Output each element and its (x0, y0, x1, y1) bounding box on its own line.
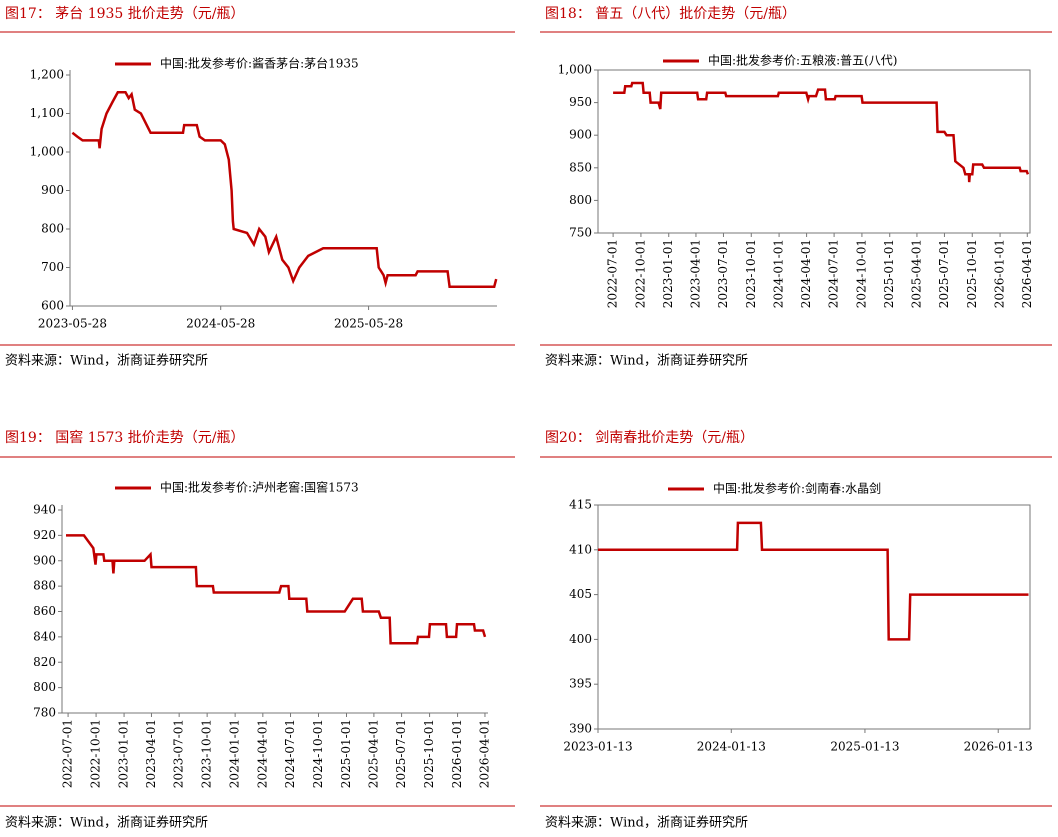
legend-label: 中国:批发参考价:泸州老窖:国窖1573 (160, 480, 359, 495)
y-tick-label: 780 (33, 706, 56, 720)
x-tick-label: 2024-07-01 (827, 239, 841, 308)
x-tick-label: 2024-04-01 (799, 239, 813, 308)
y-tick-label: 405 (569, 587, 592, 601)
y-tick-label: 920 (33, 528, 56, 542)
x-tick-label: 2024-10-01 (854, 239, 868, 308)
y-tick-label: 1,000 (30, 145, 64, 159)
x-tick-label: 2024-05-28 (186, 317, 255, 331)
x-tick-label: 2025-01-13 (830, 740, 899, 754)
x-tick-label: 2024-07-01 (283, 719, 297, 788)
source-note: 资料来源：Wind，浙商证券研究所 (545, 815, 748, 831)
x-tick-label: 2026-01-01 (450, 719, 464, 788)
x-tick-label: 2026-04-01 (1020, 239, 1034, 308)
x-tick-label: 2024-01-13 (697, 740, 766, 754)
x-tick-label: 2026-01-13 (964, 740, 1033, 754)
x-tick-label: 2025-07-01 (394, 719, 408, 788)
y-tick-label: 900 (569, 128, 592, 142)
series-line (71, 91, 498, 289)
x-tick-label: 2023-05-28 (38, 317, 107, 331)
x-tick-label: 2024-01-01 (772, 239, 786, 308)
x-tick-label: 2025-04-01 (909, 239, 923, 308)
x-tick-label: 2023-01-01 (117, 719, 131, 788)
x-tick-label: 2025-10-01 (422, 719, 436, 788)
legend-label: 中国:批发参考价:酱香茅台:茅台1935 (160, 56, 359, 71)
x-tick-label: 2025-07-01 (937, 239, 951, 308)
y-tick-label: 390 (569, 722, 592, 736)
series-line (598, 521, 1029, 641)
series-line (66, 534, 487, 645)
plot-frame (597, 69, 1031, 234)
x-tick-label: 2024-01-01 (228, 719, 242, 788)
x-tick-label: 2026-01-01 (993, 239, 1007, 308)
source-note: 资料来源：Wind，浙商证券研究所 (5, 353, 208, 369)
x-tick-label: 2026-04-01 (477, 719, 491, 788)
y-tick-label: 860 (33, 604, 56, 618)
source-note: 资料来源：Wind，浙商证券研究所 (545, 353, 748, 369)
y-tick-label: 1,200 (30, 68, 64, 82)
x-tick-label: 2023-07-01 (172, 719, 186, 788)
y-tick-label: 800 (33, 680, 56, 694)
plot-frame (597, 504, 1031, 730)
y-tick-label: 1,000 (558, 63, 592, 77)
y-tick-label: 400 (569, 632, 592, 646)
x-tick-label: 2024-04-01 (255, 719, 269, 788)
y-tick-label: 950 (569, 95, 592, 109)
y-tick-label: 800 (41, 222, 64, 236)
x-tick-label: 2022-07-01 (61, 719, 75, 788)
y-tick-label: 750 (569, 226, 592, 240)
series-line (613, 81, 1030, 183)
x-tick-label: 2023-01-13 (563, 740, 632, 754)
x-tick-label: 2025-05-28 (334, 317, 403, 331)
y-tick-label: 880 (33, 579, 56, 593)
y-tick-label: 940 (33, 503, 56, 517)
x-tick-label: 2023-10-01 (744, 239, 758, 308)
x-tick-label: 2023-10-01 (200, 719, 214, 788)
chart-title: 图17： 茅台 1935 批价走势（元/瓶） (5, 6, 245, 22)
x-tick-label: 2023-07-01 (716, 239, 730, 308)
chart-title: 图19： 国窖 1573 批价走势（元/瓶） (5, 429, 245, 446)
x-tick-label: 2023-01-01 (661, 239, 675, 308)
chart-title: 图18： 普五（八代）批价走势（元/瓶） (545, 6, 796, 22)
x-tick-label: 2025-01-01 (339, 719, 353, 788)
source-note: 资料来源：Wind，浙商证券研究所 (5, 815, 208, 831)
y-tick-label: 800 (569, 193, 592, 207)
x-tick-label: 2023-04-01 (144, 719, 158, 788)
y-tick-label: 410 (569, 542, 592, 556)
y-tick-label: 700 (41, 260, 64, 274)
y-tick-label: 600 (41, 299, 64, 313)
legend-label: 中国:批发参考价:五粮液:普五(八代) (708, 53, 898, 68)
y-tick-label: 1,100 (30, 106, 64, 120)
y-tick-label: 900 (41, 183, 64, 197)
x-tick-label: 2022-10-01 (89, 719, 103, 788)
x-tick-label: 2025-01-01 (882, 239, 896, 308)
y-tick-label: 850 (569, 160, 592, 174)
x-tick-label: 2023-04-01 (688, 239, 702, 308)
y-tick-label: 840 (33, 629, 56, 643)
x-tick-label: 2022-07-01 (606, 239, 620, 308)
x-tick-label: 2025-04-01 (366, 719, 380, 788)
legend-label: 中国:批发参考价:剑南春:水晶剑 (713, 481, 881, 496)
chart-title: 图20： 剑南春批价走势（元/瓶） (545, 430, 754, 446)
y-tick-label: 395 (569, 677, 592, 691)
y-tick-label: 415 (569, 498, 592, 512)
x-tick-label: 2025-10-01 (965, 239, 979, 308)
x-tick-label: 2022-10-01 (633, 239, 647, 308)
y-tick-label: 900 (33, 553, 56, 567)
x-tick-label: 2024-10-01 (311, 719, 325, 788)
y-tick-label: 820 (33, 655, 56, 669)
